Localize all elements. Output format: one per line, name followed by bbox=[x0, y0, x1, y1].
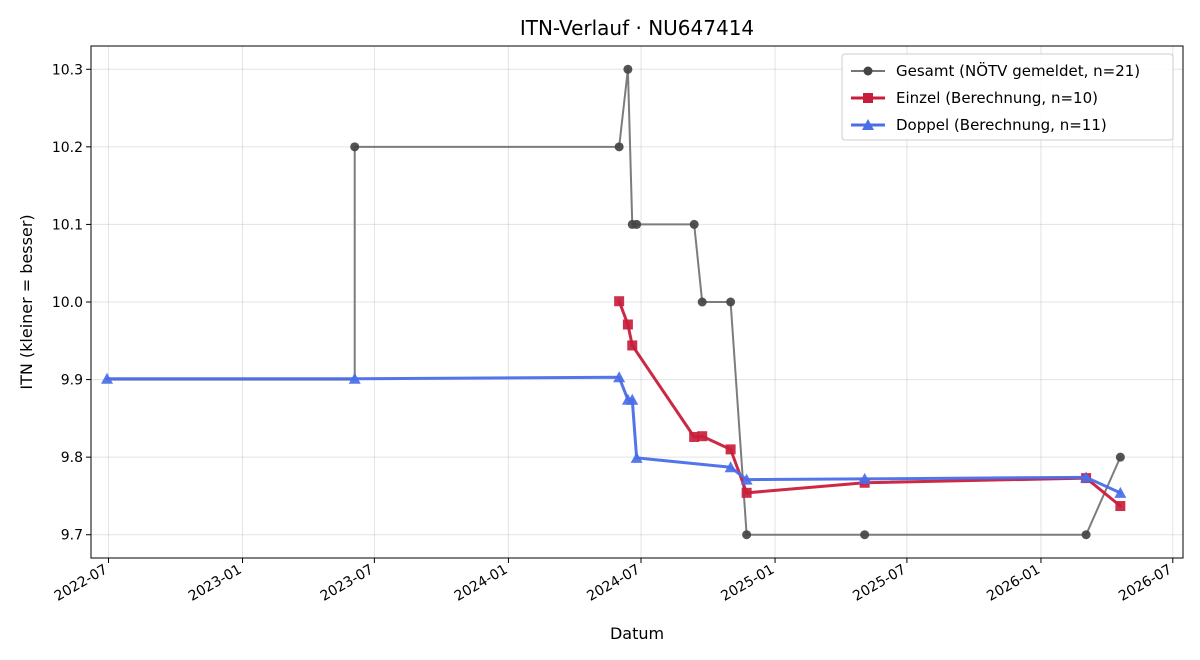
legend-label: Doppel (Berechnung, n=11) bbox=[896, 116, 1107, 134]
data-point-circle bbox=[614, 142, 624, 152]
series-2 bbox=[101, 371, 1127, 498]
series-line bbox=[106, 68, 1122, 536]
data-point-circle bbox=[742, 530, 752, 540]
y-tick-label: 10.0 bbox=[52, 295, 83, 311]
x-tick-label: 2022-07 bbox=[52, 562, 111, 605]
x-tick-label: 2024-07 bbox=[584, 562, 643, 605]
data-point-triangle bbox=[858, 472, 871, 484]
data-point-square bbox=[622, 319, 633, 330]
data-point-square bbox=[614, 296, 625, 307]
x-tick-label: 2023-07 bbox=[318, 562, 377, 605]
y-tick-label: 10.1 bbox=[52, 217, 83, 233]
data-point-circle bbox=[860, 530, 870, 540]
data-point-square bbox=[689, 431, 700, 442]
legend: Gesamt (NÖTV gemeldet, n=21) Einzel (Bere… bbox=[841, 53, 1174, 141]
x-tick-label: 2026-01 bbox=[984, 562, 1043, 605]
data-point-square bbox=[1115, 501, 1126, 512]
data-point-square bbox=[863, 93, 873, 103]
data-point-circle bbox=[697, 297, 707, 307]
chart-title: ITN-Verlauf · NU647414 bbox=[520, 16, 754, 40]
data-point-triangle bbox=[101, 372, 114, 384]
data-point-circle bbox=[350, 142, 360, 152]
y-tick-label: 9.9 bbox=[61, 373, 83, 389]
x-tick-label: 2023-01 bbox=[186, 562, 245, 605]
y-tick-label: 10.3 bbox=[52, 62, 83, 78]
data-point-triangle bbox=[626, 393, 639, 405]
series-line bbox=[105, 375, 1122, 495]
data-point-triangle bbox=[348, 372, 361, 384]
y-tick-label: 9.7 bbox=[61, 528, 83, 544]
data-point-triangle bbox=[613, 371, 626, 383]
data-point-square bbox=[725, 444, 736, 455]
data-point-triangle bbox=[740, 473, 753, 485]
data-point-square bbox=[627, 340, 638, 351]
legend-label: Gesamt (NÖTV gemeldet, n=21) bbox=[896, 61, 1140, 80]
series-line bbox=[617, 299, 1122, 508]
data-point-circle bbox=[863, 66, 873, 76]
series-0 bbox=[106, 64, 1125, 540]
data-point-circle bbox=[1115, 452, 1125, 462]
x-axis-label: Datum bbox=[610, 624, 664, 643]
x-tick-label: 2025-07 bbox=[850, 562, 909, 605]
x-tick-label: 2024-01 bbox=[452, 562, 511, 605]
y-tick-label: 9.8 bbox=[61, 450, 83, 466]
x-tick-label: 2025-01 bbox=[718, 562, 777, 605]
data-point-circle bbox=[1081, 530, 1091, 540]
data-point-square bbox=[741, 487, 752, 498]
data-point-circle bbox=[689, 219, 699, 229]
y-tick-label: 10.2 bbox=[52, 140, 83, 156]
data-point-square bbox=[697, 431, 708, 442]
data-point-circle bbox=[623, 64, 633, 74]
data-point-triangle bbox=[724, 461, 737, 473]
axis-ticks: 2022-07 2023-01 2023-07 2024-01 2024-07 2025-… bbox=[52, 62, 1175, 604]
legend-label: Einzel (Berechnung, n=10) bbox=[896, 89, 1098, 107]
data-point-triangle bbox=[1080, 471, 1093, 483]
y-axis-label: ITN (kleiner = besser) bbox=[17, 214, 36, 389]
data-point-triangle bbox=[862, 119, 874, 130]
legend-box bbox=[841, 53, 1174, 141]
data-point-triangle bbox=[1114, 486, 1127, 498]
x-tick-label: 2026-07 bbox=[1116, 562, 1175, 605]
data-point-triangle bbox=[630, 451, 643, 463]
data-point-circle bbox=[632, 219, 642, 229]
series-layer bbox=[101, 64, 1127, 540]
data-point-circle bbox=[726, 297, 736, 307]
